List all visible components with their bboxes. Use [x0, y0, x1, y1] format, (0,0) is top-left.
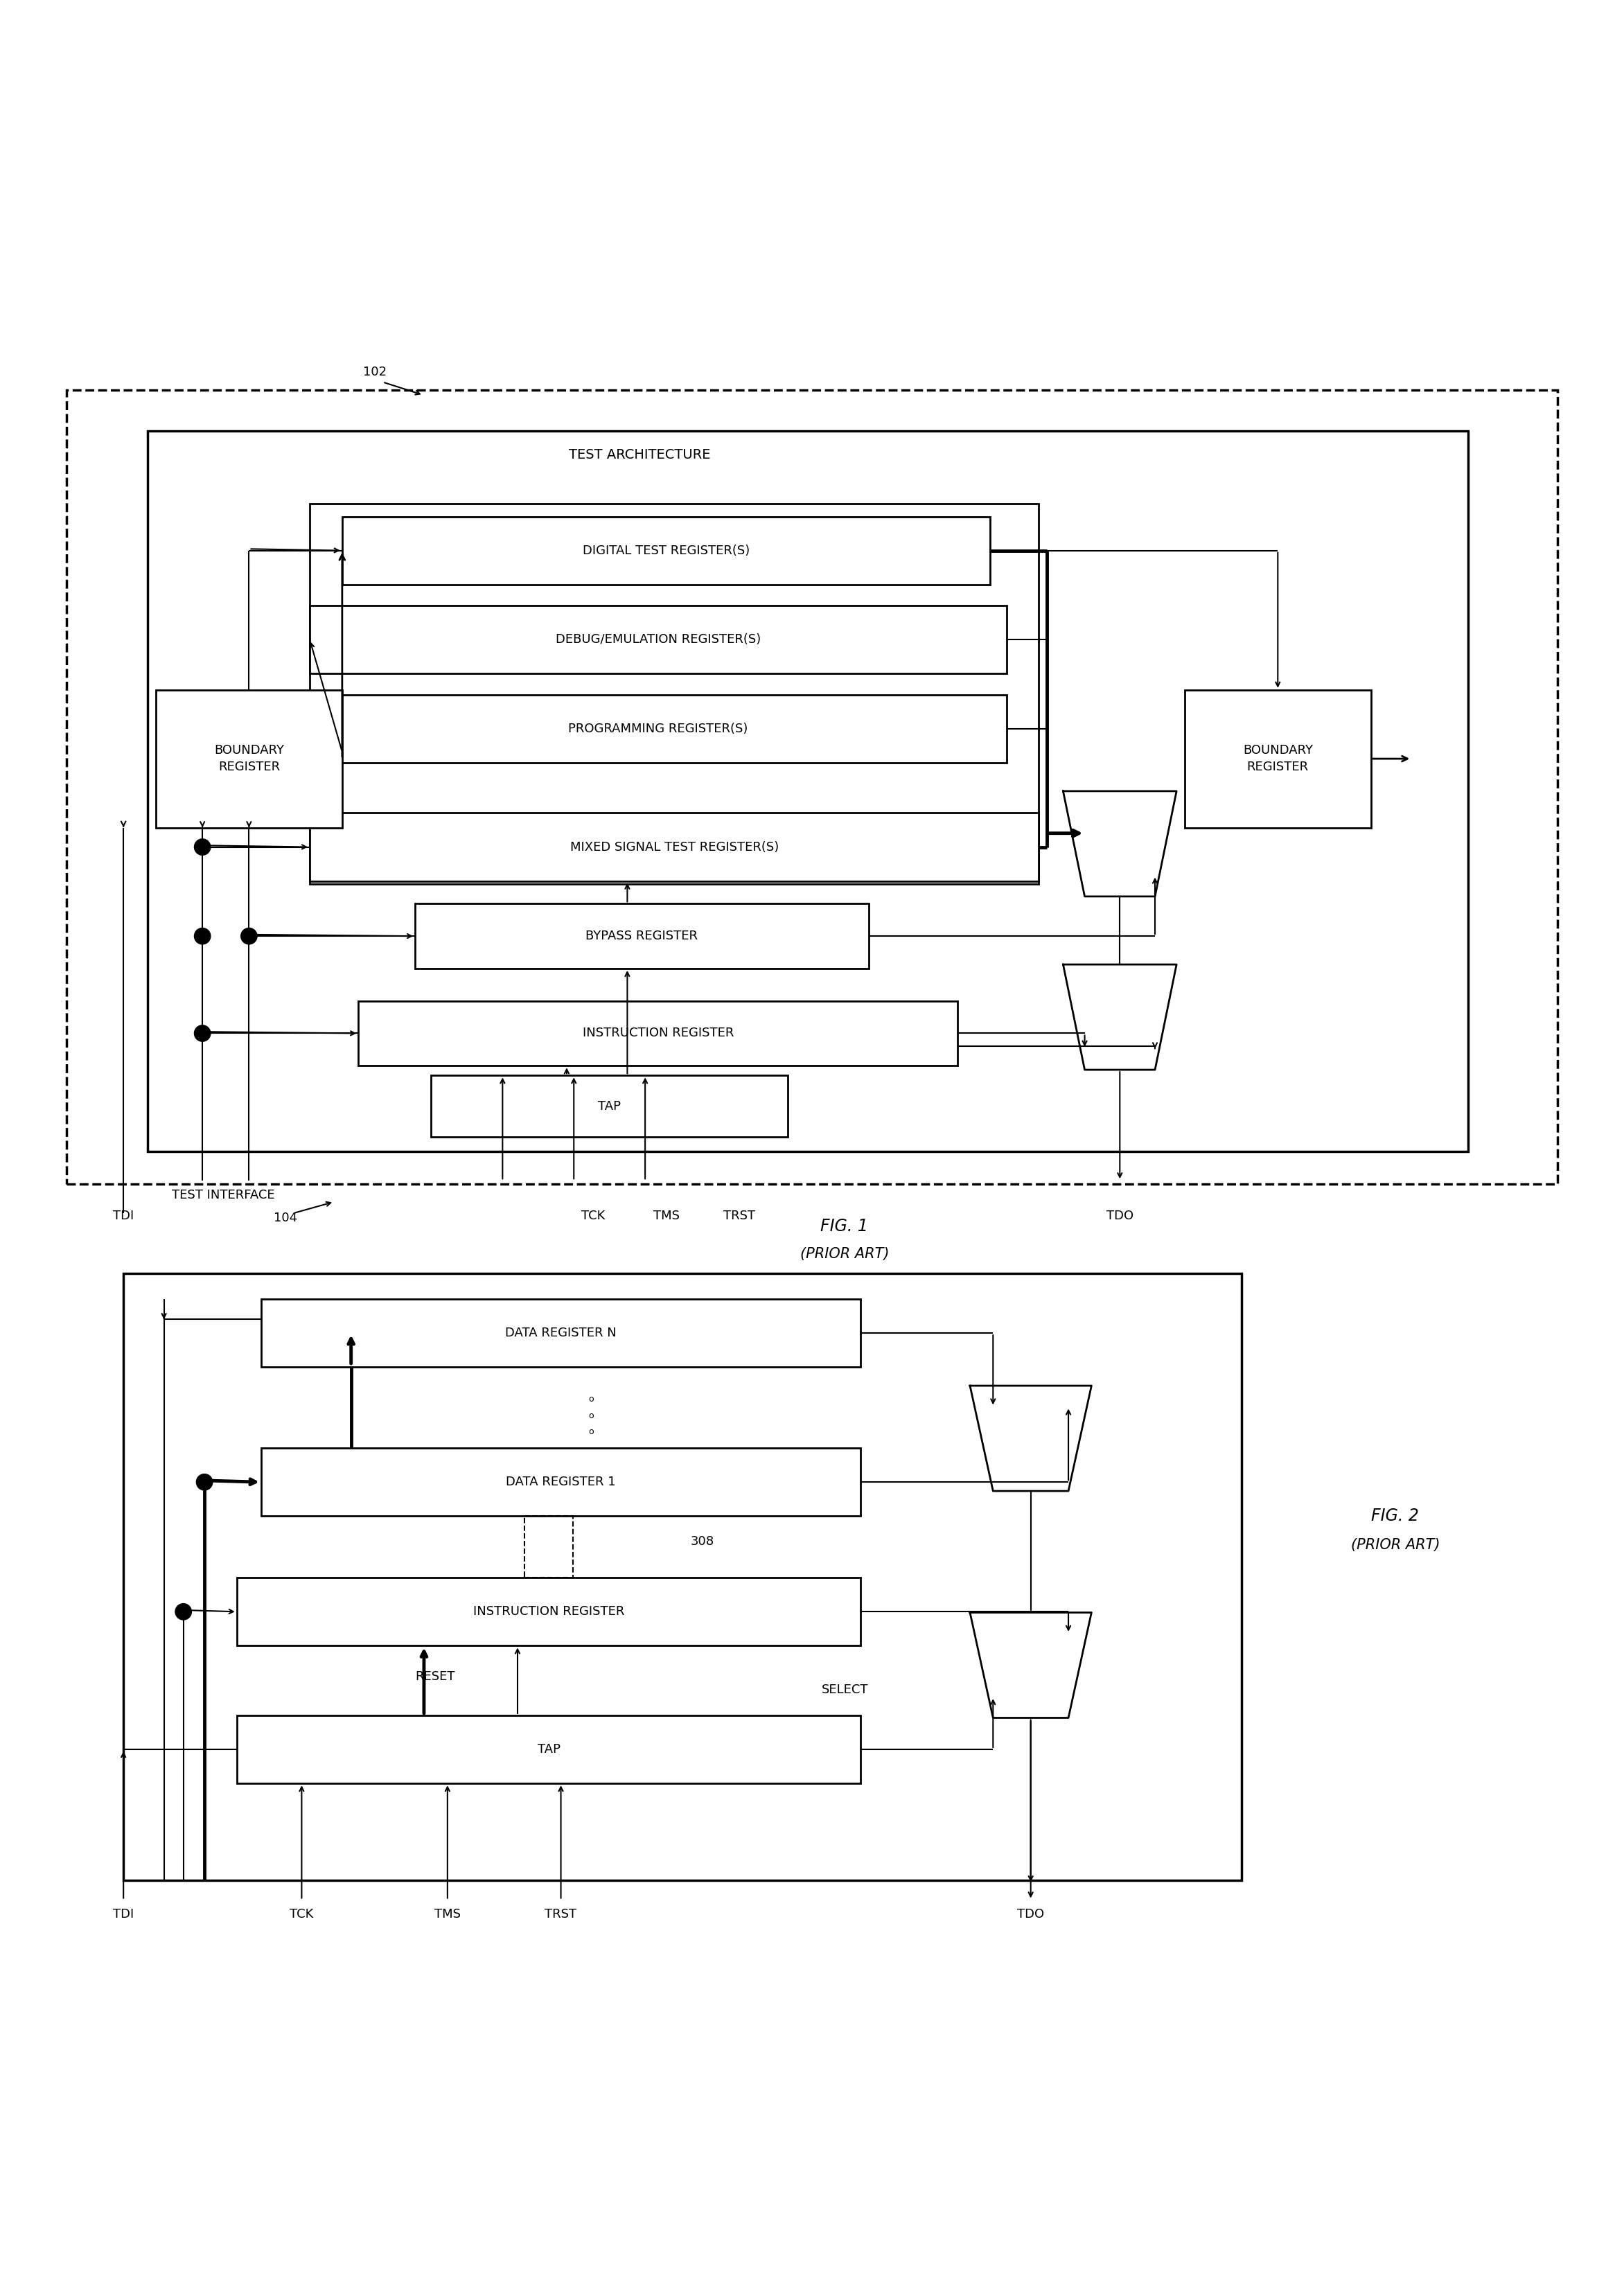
Bar — [310, 812, 1039, 880]
Text: 308: 308 — [690, 1535, 715, 1548]
Text: TCK: TCK — [289, 1907, 313, 1921]
Circle shape — [197, 1475, 213, 1491]
Text: DATA REGISTER N: DATA REGISTER N — [505, 1326, 617, 1340]
Text: (PRIOR ART): (PRIOR ART) — [801, 1246, 888, 1260]
Bar — [156, 691, 343, 828]
Text: TMS: TMS — [434, 1907, 461, 1921]
Circle shape — [240, 929, 257, 945]
Polygon shape — [1064, 965, 1176, 1070]
Text: RESET: RESET — [416, 1670, 455, 1683]
Text: FIG. 1: FIG. 1 — [820, 1217, 869, 1235]
Text: o: o — [588, 1395, 593, 1404]
Bar — [1184, 691, 1371, 828]
Text: PROGRAMMING REGISTER(S): PROGRAMMING REGISTER(S) — [568, 723, 749, 734]
Text: INSTRUCTION REGISTER: INSTRUCTION REGISTER — [583, 1027, 734, 1041]
Bar — [310, 606, 1007, 675]
Polygon shape — [970, 1612, 1091, 1718]
Bar — [67, 391, 1557, 1185]
Bar — [123, 1274, 1241, 1880]
Text: TMS: TMS — [653, 1210, 679, 1221]
Text: 102: 102 — [362, 366, 387, 380]
Text: TDI: TDI — [114, 1907, 133, 1921]
Bar — [237, 1578, 861, 1647]
Bar — [310, 503, 1039, 885]
Text: TDO: TDO — [1017, 1907, 1044, 1921]
Text: TEST INTERFACE: TEST INTERFACE — [172, 1189, 274, 1201]
Bar — [261, 1448, 861, 1516]
Text: SELECT: SELECT — [822, 1683, 869, 1695]
Text: DATA REGISTER 1: DATA REGISTER 1 — [507, 1475, 615, 1489]
Text: o: o — [588, 1411, 593, 1420]
Text: 104: 104 — [273, 1212, 297, 1224]
Text: DIGITAL TEST REGISTER(S): DIGITAL TEST REGISTER(S) — [583, 544, 750, 556]
Polygon shape — [970, 1386, 1091, 1491]
Text: (PRIOR ART): (PRIOR ART) — [1351, 1539, 1440, 1553]
Polygon shape — [1064, 791, 1176, 897]
Text: TAP: TAP — [538, 1743, 560, 1756]
Bar — [525, 1516, 573, 1578]
Text: DEBUG/EMULATION REGISTER(S): DEBUG/EMULATION REGISTER(S) — [555, 633, 760, 645]
Bar — [416, 903, 869, 967]
Text: BOUNDARY
REGISTER: BOUNDARY REGISTER — [1242, 743, 1312, 773]
Text: TCK: TCK — [581, 1210, 606, 1221]
Circle shape — [175, 1603, 192, 1619]
Bar — [237, 1715, 861, 1784]
Text: TDI: TDI — [114, 1210, 133, 1221]
Text: TRST: TRST — [546, 1907, 577, 1921]
Bar — [359, 1002, 958, 1066]
Text: FIG. 2: FIG. 2 — [1371, 1507, 1419, 1525]
Bar — [343, 517, 991, 585]
Circle shape — [195, 1025, 211, 1041]
Bar — [310, 695, 1007, 764]
Text: TEST ARCHITECTURE: TEST ARCHITECTURE — [568, 448, 711, 462]
Text: o: o — [588, 1427, 593, 1436]
Text: BYPASS REGISTER: BYPASS REGISTER — [586, 931, 698, 942]
Text: TDO: TDO — [1106, 1210, 1134, 1221]
Text: BOUNDARY
REGISTER: BOUNDARY REGISTER — [214, 743, 284, 773]
Bar — [261, 1299, 861, 1368]
Bar — [432, 1075, 788, 1137]
Circle shape — [195, 929, 211, 945]
Text: TRST: TRST — [723, 1210, 755, 1221]
Text: MIXED SIGNAL TEST REGISTER(S): MIXED SIGNAL TEST REGISTER(S) — [570, 842, 778, 853]
Circle shape — [195, 839, 211, 855]
Text: TAP: TAP — [598, 1100, 620, 1111]
Text: INSTRUCTION REGISTER: INSTRUCTION REGISTER — [473, 1605, 624, 1617]
Bar — [148, 430, 1468, 1153]
